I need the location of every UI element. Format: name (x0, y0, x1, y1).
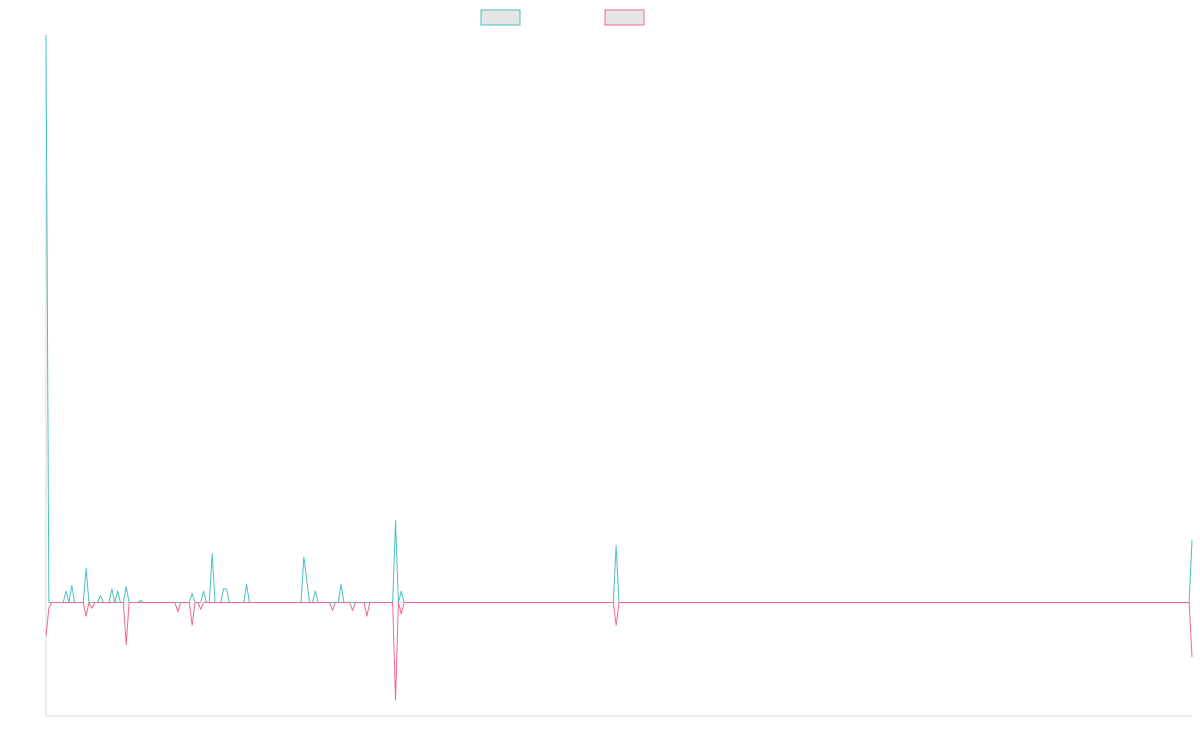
series-layer (45, 34, 1193, 701)
legend-swatch-1[interactable] (480, 9, 521, 26)
legend-swatch-2[interactable] (604, 9, 645, 26)
series-line-1[interactable] (45, 34, 1193, 603)
series-line-2[interactable] (45, 602, 1193, 701)
legend (480, 9, 645, 26)
